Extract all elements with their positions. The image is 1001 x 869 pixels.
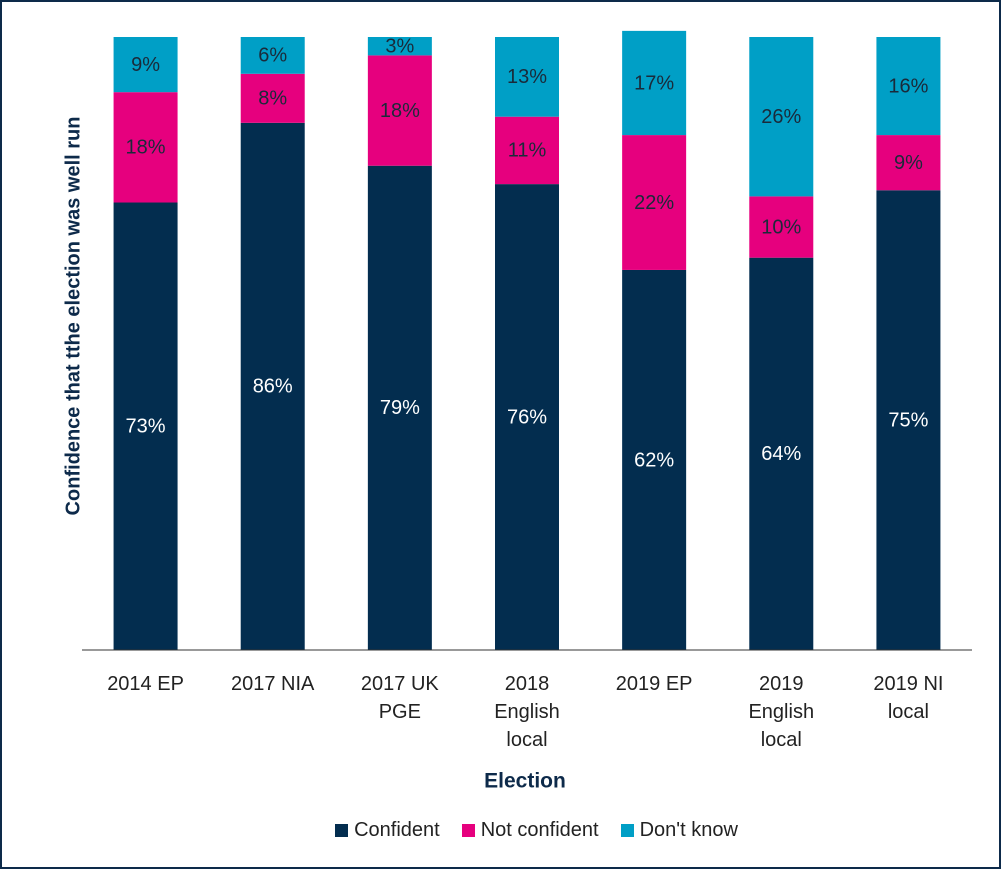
bar-segment — [113, 202, 178, 650]
legend-swatch — [461, 824, 475, 837]
data-label: 79% — [380, 397, 420, 419]
data-label: 17% — [634, 72, 674, 94]
legend-label: Don't know — [639, 819, 738, 841]
data-label: 18% — [380, 100, 420, 122]
data-label: 26% — [761, 106, 801, 128]
data-label: 76% — [507, 406, 547, 428]
data-label: 64% — [761, 443, 801, 465]
bar-segment — [240, 37, 305, 74]
bar-segment — [876, 37, 941, 136]
data-label: 11% — [508, 140, 547, 162]
data-label: 18% — [126, 137, 166, 159]
data-label: 8% — [258, 88, 287, 110]
bar-segment — [622, 135, 687, 270]
x-axis-title: Election — [484, 770, 566, 793]
legend-label: Not confident — [480, 819, 599, 841]
y-axis-title: Confidence that tthe election was well r… — [62, 117, 84, 516]
bar-segment — [622, 30, 687, 136]
bar-segment — [113, 92, 178, 203]
bar-segment — [876, 190, 941, 650]
legend-item: Confident — [335, 819, 440, 842]
data-label: 62% — [634, 449, 674, 471]
data-label: 22% — [634, 192, 674, 214]
data-label: 16% — [888, 75, 928, 97]
legend-label: Confident — [354, 819, 440, 841]
bar-segment — [622, 269, 687, 650]
x-tick-label: 2019 EP — [615, 673, 693, 695]
data-label: 86% — [253, 376, 293, 398]
legend-swatch — [335, 824, 349, 837]
bar-segment — [749, 196, 814, 258]
data-label: 13% — [507, 66, 547, 88]
bar-segment — [240, 73, 305, 123]
x-tick-label: 2019 NI local — [873, 673, 944, 723]
data-label: 6% — [258, 45, 287, 67]
data-label: 73% — [126, 416, 166, 438]
data-label: 10% — [761, 216, 801, 238]
x-tick-label: 2017 NIA — [231, 673, 315, 695]
bar-segment — [113, 37, 178, 93]
bar-segment — [367, 37, 432, 56]
x-tick-label: 2019 English local — [748, 673, 815, 751]
bar-segment — [749, 257, 814, 650]
data-label: 3% — [385, 35, 414, 57]
bar-segment — [495, 37, 559, 117]
data-label: 9% — [131, 54, 160, 76]
legend-item: Not confident — [461, 819, 599, 842]
bar-segment — [240, 122, 305, 650]
bar-segment — [876, 135, 941, 191]
bar-segment — [749, 37, 814, 197]
x-tick-label: 2018 English local — [494, 673, 560, 751]
bar-segment — [495, 116, 559, 185]
bar-segment — [495, 184, 559, 650]
data-label: 9% — [894, 152, 923, 174]
bar-segment — [367, 55, 432, 166]
bar-segment — [367, 165, 432, 651]
x-tick-label: 2017 UK PGE — [360, 673, 439, 723]
legend-item: Don't know — [620, 819, 738, 842]
data-label: 75% — [888, 409, 928, 431]
legend: Confident Not confident Don't know — [2, 819, 999, 842]
legend-swatch — [620, 824, 634, 837]
x-tick-label: 2014 EP — [107, 673, 184, 695]
